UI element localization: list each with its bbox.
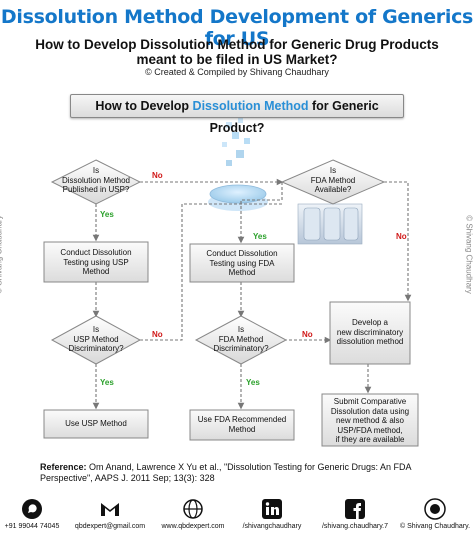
decision-fda-discriminatory-text: Is FDA Method Discriminatory?	[213, 325, 269, 353]
reference-label: Reference:	[40, 462, 87, 472]
decision-usp-discriminatory-text: Is USP Method Discriminatory?	[68, 325, 124, 353]
watermark-left: © Shivang Chaudhary	[0, 215, 4, 293]
decision-fda-discriminatory	[194, 315, 288, 365]
subtitle-line-1: How to Develop Dissolution Method for Ge…	[35, 37, 439, 52]
banner-highlight: Dissolution Method	[192, 99, 309, 113]
footer-email-text: qbdexpert@gmail.com	[74, 523, 146, 530]
watermark-right: © Shivang Chaudhary	[464, 215, 474, 294]
decision-usp-published	[50, 159, 142, 205]
footer-email[interactable]: qbdexpert@gmail.com	[70, 498, 150, 530]
footer-phone-text: +91 99044 74045	[4, 523, 60, 530]
decision-fda-available	[280, 159, 386, 205]
box-conduct-usp-text: Conduct Dissolution Testing using USP Meth…	[60, 248, 132, 276]
label-no-2: No	[396, 232, 407, 241]
box-develop-new	[329, 301, 411, 365]
gmail-icon	[101, 503, 119, 516]
subtitle: How to Develop Dissolution Method for Ge…	[0, 37, 474, 67]
footer-website[interactable]: www.qbdexpert.com	[158, 498, 228, 530]
footer-linkedin-text: /shivangchaudhary	[242, 523, 302, 530]
box-conduct-usp	[43, 241, 149, 283]
label-yes-1: Yes	[100, 210, 114, 219]
footer-facebook-text: /shivang.chaudhary.7	[321, 523, 389, 530]
decision-fda-available-text: Is FDA Method Available?	[310, 166, 356, 194]
linkedin-icon	[262, 499, 282, 519]
footer-copyright-text: © Shivang Chaudhary.	[400, 523, 471, 530]
reference: Reference: Om Anand, Lawrence X Yu et al…	[40, 462, 450, 483]
footer-whatsapp[interactable]: +91 99044 74045	[0, 498, 64, 530]
footer-web-text: www.qbdexpert.com	[161, 523, 225, 530]
footer-facebook[interactable]: /shivang.chaudhary.7	[316, 498, 394, 530]
subtitle-line-2: meant to be filed in US Market?	[136, 52, 338, 67]
page-title: Dissolution Method Development of Generi…	[0, 6, 474, 50]
label-yes-2: Yes	[253, 232, 267, 241]
label-yes-3: Yes	[100, 378, 114, 387]
credit-line: © Created & Compiled by Shivang Chaudhar…	[145, 67, 329, 77]
box-use-fda-text: Use FDA Recommended Method	[197, 415, 287, 434]
decision-usp-discriminatory	[50, 315, 142, 365]
box-develop-new-text: Develop a new discriminatory dissolution m…	[336, 318, 404, 346]
box-use-fda	[189, 409, 295, 441]
whatsapp-icon	[22, 499, 42, 519]
box-use-usp-text: Use USP Method	[65, 419, 127, 428]
label-no-3: No	[152, 330, 163, 339]
flowchart-banner: How to Develop Dissolution Method for Ge…	[70, 94, 404, 135]
box-submit-comparative-text: Submit Comparative Dissolution data using…	[330, 397, 410, 444]
reference-text: Om Anand, Lawrence X Yu et al., "Dissolu…	[40, 462, 412, 483]
qbd-expert-logo-icon	[424, 498, 446, 520]
footer-linkedin[interactable]: /shivangchaudhary	[236, 498, 308, 530]
footer: +91 99044 74045 qbdexpert@gmail.com www.…	[0, 498, 474, 536]
globe-icon	[183, 499, 203, 519]
label-no-4: No	[302, 330, 313, 339]
dissolution-apparatus-illustration	[297, 203, 363, 245]
facebook-icon	[345, 499, 365, 519]
box-submit-comparative	[321, 393, 419, 447]
label-yes-4: Yes	[246, 378, 260, 387]
footer-logo: © Shivang Chaudhary.	[400, 498, 470, 530]
box-conduct-fda-text: Conduct Dissolution Testing using FDA Meth…	[206, 249, 278, 277]
banner-text: How to Develop	[95, 99, 193, 113]
box-conduct-fda	[189, 243, 295, 283]
banner-text-end: for Generic Product?	[209, 99, 379, 135]
effervescent-tablet-illustration	[208, 118, 268, 211]
box-use-usp	[43, 409, 149, 439]
decision-usp-published-text: Is Dissolution Method Published in USP?	[61, 166, 131, 194]
label-no-1: No	[152, 171, 163, 180]
